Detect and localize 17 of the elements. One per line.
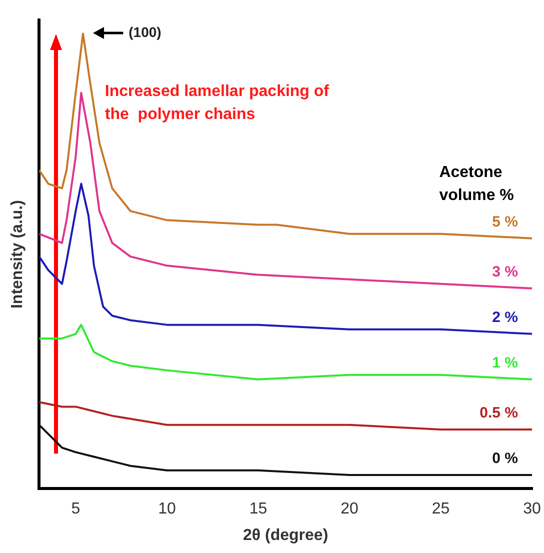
x-tick-label: 30 bbox=[523, 500, 541, 518]
series-label: 5 % bbox=[492, 213, 518, 230]
annotation: Increased lamellar packing of the polymer chains bbox=[104, 83, 330, 123]
annotation: (100) bbox=[128, 24, 162, 40]
x-tick-label: 20 bbox=[340, 500, 358, 518]
x-tick-label: 5 bbox=[71, 500, 80, 518]
x-tick-label: 25 bbox=[432, 500, 450, 518]
x-tick-label: 15 bbox=[249, 500, 268, 518]
y-axis-title: Intensity (a.u.) bbox=[9, 200, 26, 309]
x-tick-label: 10 bbox=[158, 500, 176, 518]
series-label: 0.5 % bbox=[480, 404, 518, 422]
x-axis-title: 2θ (degree) bbox=[243, 526, 328, 544]
series-label: 0 % bbox=[492, 450, 518, 467]
series-label: 3 % bbox=[492, 263, 518, 280]
series-label: 2 % bbox=[492, 308, 518, 326]
legend-title: Acetone volume % bbox=[439, 164, 514, 204]
series-label: 1 % bbox=[492, 354, 518, 372]
